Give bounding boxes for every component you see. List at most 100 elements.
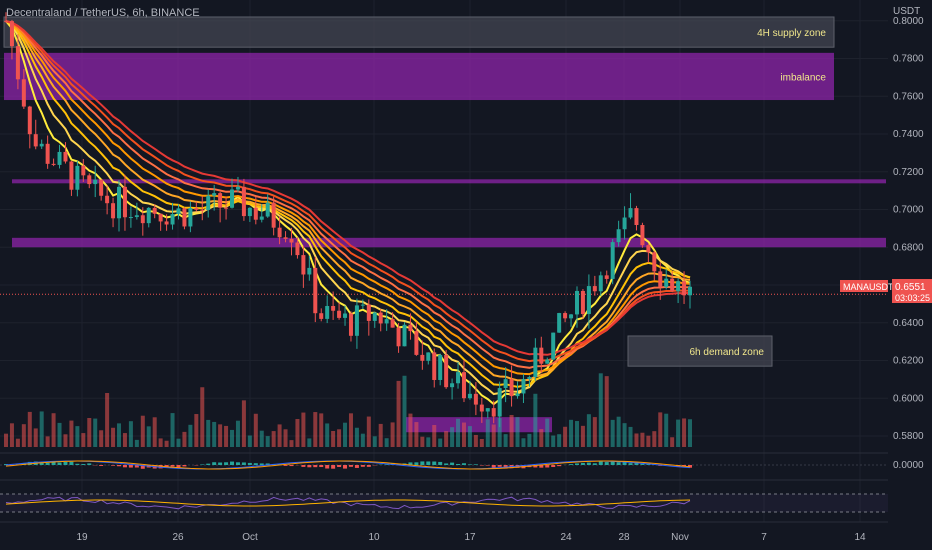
candle-body[interactable] xyxy=(461,372,466,399)
candle-body[interactable] xyxy=(533,347,538,378)
candle-body[interactable] xyxy=(658,271,663,288)
price-axis[interactable]: 0.8000 0.7800 0.7600 0.7400 0.7200 0.7000 0.68… xyxy=(888,0,932,550)
candle-body[interactable] xyxy=(473,393,478,405)
candlesticks[interactable] xyxy=(4,12,692,428)
candle-body[interactable] xyxy=(682,281,687,296)
candle-body[interactable] xyxy=(9,21,14,47)
candle-body[interactable] xyxy=(664,278,669,288)
candle-body[interactable] xyxy=(348,313,353,336)
candle-body[interactable] xyxy=(640,225,645,246)
candle-body[interactable] xyxy=(188,208,193,227)
candle-body[interactable] xyxy=(218,193,223,208)
candle-body[interactable] xyxy=(622,217,627,230)
time-axis[interactable]: 19 26 Oct 10 17 24 28 Nov 7 14 xyxy=(76,532,866,543)
candle-body[interactable] xyxy=(93,179,98,185)
candle-body[interactable] xyxy=(45,143,50,164)
candle-body[interactable] xyxy=(331,306,336,311)
candle-body[interactable] xyxy=(604,275,609,279)
candle-body[interactable] xyxy=(212,193,217,196)
candle-body[interactable] xyxy=(521,378,526,394)
candle-body[interactable] xyxy=(503,379,508,389)
candle-body[interactable] xyxy=(610,242,615,279)
candle-body[interactable] xyxy=(438,354,443,380)
candle-body[interactable] xyxy=(146,207,151,224)
candle-body[interactable] xyxy=(295,242,300,256)
candle-body[interactable] xyxy=(354,305,359,336)
candle-body[interactable] xyxy=(456,372,461,384)
candle-body[interactable] xyxy=(676,281,681,292)
candle-body[interactable] xyxy=(235,186,240,190)
candle-body[interactable] xyxy=(176,208,181,215)
candle-body[interactable] xyxy=(432,352,437,380)
candle-body[interactable] xyxy=(57,151,62,165)
candle-body[interactable] xyxy=(509,379,514,397)
candle-body[interactable] xyxy=(313,267,318,314)
candle-body[interactable] xyxy=(491,408,496,417)
candle-body[interactable] xyxy=(99,179,104,196)
candle-body[interactable] xyxy=(63,151,68,162)
candle-body[interactable] xyxy=(569,314,574,319)
candle-body[interactable] xyxy=(634,208,639,226)
candle-body[interactable] xyxy=(170,214,175,225)
candle-body[interactable] xyxy=(414,331,419,355)
candle-body[interactable] xyxy=(652,252,657,272)
candle-body[interactable] xyxy=(426,352,431,361)
candle-body[interactable] xyxy=(319,313,324,319)
candle-body[interactable] xyxy=(574,290,579,315)
candle-body[interactable] xyxy=(557,313,562,333)
candle-body[interactable] xyxy=(69,161,74,190)
candle-body[interactable] xyxy=(301,255,306,275)
candle-body[interactable] xyxy=(230,189,235,208)
candle-body[interactable] xyxy=(277,227,282,238)
candle-body[interactable] xyxy=(27,106,32,135)
candle-body[interactable] xyxy=(545,359,550,364)
candle-body[interactable] xyxy=(152,207,157,214)
candle-body[interactable] xyxy=(4,20,8,22)
candle-body[interactable] xyxy=(378,312,383,324)
candle-body[interactable] xyxy=(128,217,133,219)
candle-body[interactable] xyxy=(15,46,20,80)
candle-body[interactable] xyxy=(87,175,92,185)
candle-body[interactable] xyxy=(390,319,395,328)
candle-body[interactable] xyxy=(105,195,110,204)
candle-body[interactable] xyxy=(259,216,264,220)
candle-body[interactable] xyxy=(271,202,276,228)
candle-body[interactable] xyxy=(402,324,407,347)
candle-body[interactable] xyxy=(51,163,56,165)
candle-body[interactable] xyxy=(134,215,139,218)
candle-body[interactable] xyxy=(33,134,38,147)
candle-body[interactable] xyxy=(140,215,145,224)
candle-body[interactable] xyxy=(515,393,520,397)
candle-body[interactable] xyxy=(206,195,211,210)
candle-body[interactable] xyxy=(337,310,342,318)
candle-body[interactable] xyxy=(253,207,258,220)
candle-body[interactable] xyxy=(485,408,490,412)
candle-body[interactable] xyxy=(527,377,532,379)
candle-body[interactable] xyxy=(307,267,312,275)
candle-body[interactable] xyxy=(265,202,270,217)
candle-body[interactable] xyxy=(182,208,187,227)
candle-body[interactable] xyxy=(450,383,455,388)
candle-body[interactable] xyxy=(688,286,692,296)
candle-body[interactable] xyxy=(39,143,44,147)
candle-body[interactable] xyxy=(467,393,472,399)
candle-body[interactable] xyxy=(247,207,252,217)
candle-body[interactable] xyxy=(122,186,127,218)
candle-body[interactable] xyxy=(598,275,603,292)
candle-body[interactable] xyxy=(224,207,229,209)
candle-body[interactable] xyxy=(420,354,425,361)
candle-body[interactable] xyxy=(646,245,651,253)
candle-body[interactable] xyxy=(111,203,116,219)
candle-body[interactable] xyxy=(289,238,294,243)
candle-body[interactable] xyxy=(343,313,348,318)
candle-body[interactable] xyxy=(479,404,484,412)
candle-body[interactable] xyxy=(670,278,675,292)
candle-body[interactable] xyxy=(360,304,365,306)
candle-body[interactable] xyxy=(117,186,122,219)
candle-body[interactable] xyxy=(628,208,633,218)
candle-body[interactable] xyxy=(241,186,246,217)
candle-body[interactable] xyxy=(396,327,401,347)
candle-body[interactable] xyxy=(75,165,80,190)
candle-body[interactable] xyxy=(592,286,597,292)
candle-body[interactable] xyxy=(551,332,556,360)
